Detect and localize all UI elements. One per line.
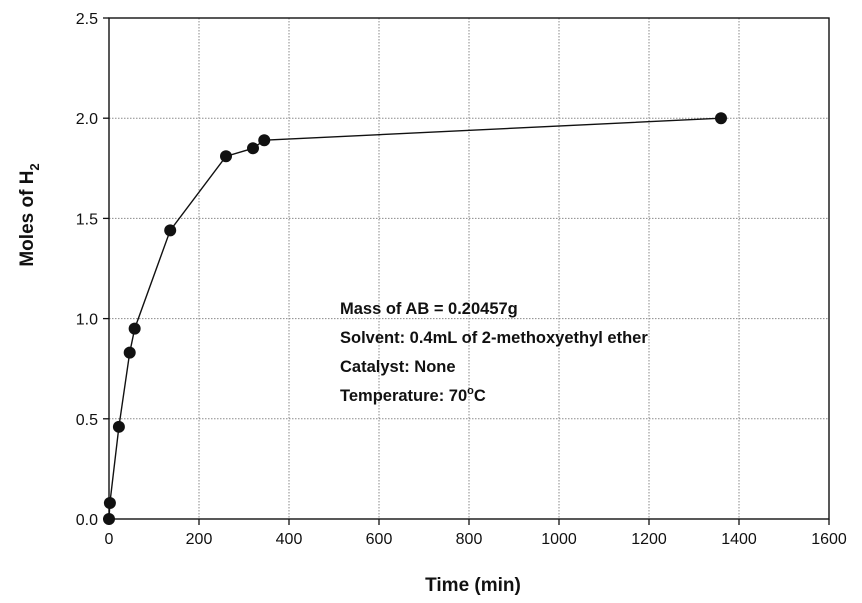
y-axis-title-subscript: 2 <box>27 163 42 170</box>
data-point <box>128 322 141 335</box>
y-tick-label: 1.0 <box>76 312 98 329</box>
annotation-box: Mass of AB = 0.20457g Solvent: 0.4mL of … <box>340 300 648 405</box>
annotation-degree-symbol: o <box>467 385 474 397</box>
x-tick-label: 0 <box>105 531 114 548</box>
y-axis-title: Moles of H2 <box>17 163 42 266</box>
data-points <box>103 112 727 525</box>
series-line <box>108 117 722 520</box>
annotation-temperature: Temperature: 70oC <box>340 385 486 405</box>
y-tick-label: 1.5 <box>76 211 98 228</box>
data-point <box>164 224 177 237</box>
data-point <box>715 112 727 125</box>
x-axis-ticks: 0 200 400 600 800 1000 1200 1400 1600 <box>105 519 847 548</box>
y-tick-label: 0.5 <box>76 412 98 429</box>
annotation-catalyst: Catalyst: None <box>340 358 456 376</box>
x-tick-label: 800 <box>456 531 483 548</box>
x-tick-label: 1000 <box>541 531 577 548</box>
x-tick-label: 400 <box>276 531 303 548</box>
data-point <box>247 142 259 155</box>
annotation-solvent: Solvent: 0.4mL of 2-methoxyethyl ether <box>340 329 648 347</box>
x-tick-label: 200 <box>186 531 213 548</box>
annotation-mass: Mass of AB = 0.20457g <box>340 300 518 318</box>
data-point <box>258 134 271 147</box>
y-axis-title-main: Moles of H <box>17 171 38 267</box>
annotation-temperature-value: Temperature: 70 <box>340 387 467 405</box>
x-tick-label: 1400 <box>721 531 757 548</box>
x-tick-label: 1200 <box>631 531 667 548</box>
data-point <box>220 150 232 163</box>
y-axis-ticks: 0.0 0.5 1.0 1.5 2.0 2.5 <box>76 11 109 529</box>
x-tick-label: 1600 <box>811 531 847 548</box>
data-point <box>103 513 115 525</box>
y-tick-label: 2.5 <box>76 11 98 28</box>
data-point <box>112 420 125 433</box>
x-axis-title: Time (min) <box>425 575 521 596</box>
data-point <box>123 346 136 359</box>
annotation-temperature-unit: C <box>474 387 486 405</box>
grid-lines <box>109 18 829 519</box>
y-tick-label: 2.0 <box>76 111 98 128</box>
y-tick-label: 0.0 <box>76 512 98 529</box>
data-point <box>103 496 116 509</box>
x-tick-label: 600 <box>366 531 393 548</box>
